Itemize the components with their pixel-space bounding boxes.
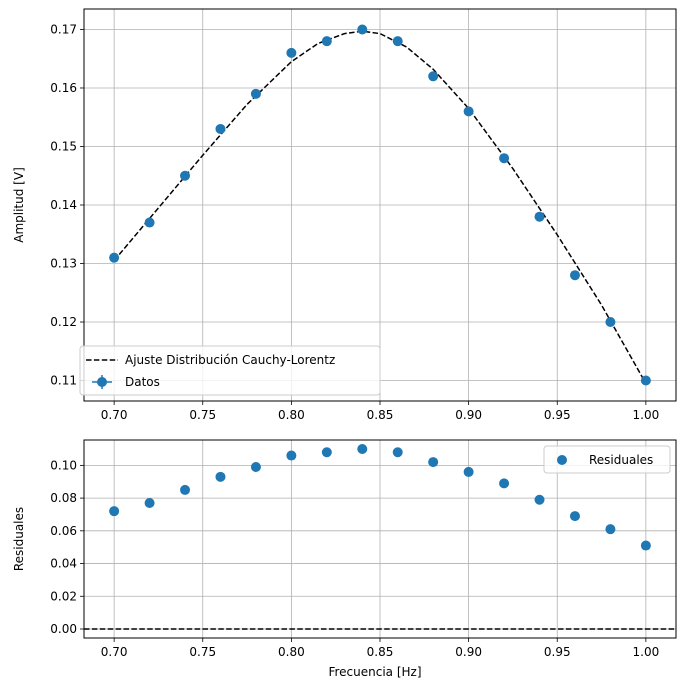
amplitude-x-ticks: 0.70 0.75 0.80 0.85 0.90 0.95 1.00 <box>101 401 659 422</box>
data-point <box>499 153 510 164</box>
residuals-y-ticks: 0.00 0.02 0.04 0.06 0.08 0.10 <box>50 458 84 636</box>
legend-fit-label: Ajuste Distribución Cauchy-Lorentz <box>125 353 335 367</box>
legend-residuals-marker <box>557 455 567 465</box>
residual-point <box>180 484 191 495</box>
residual-point <box>640 540 651 551</box>
residual-point <box>569 511 580 522</box>
amplitude-panel: 0.70 0.75 0.80 0.85 0.90 0.95 1.00 0.110.120.1… <box>12 8 677 422</box>
data-point <box>286 47 297 58</box>
residuals-panel: 0.70 0.75 0.80 0.85 0.90 0.95 1.00 0.000.020.0… <box>12 439 677 679</box>
y-tick-label: 0.10 <box>50 458 77 472</box>
x-tick-label: 0.90 <box>455 645 482 659</box>
x-tick-label: 0.80 <box>278 408 305 422</box>
data-point <box>180 170 191 181</box>
data-point <box>428 71 439 82</box>
x-tick-label: 0.70 <box>101 408 128 422</box>
residual-point <box>605 524 616 535</box>
data-point <box>605 317 616 328</box>
residual-point <box>392 447 403 458</box>
residual-points-layer <box>109 444 651 551</box>
x-tick-label: 0.95 <box>544 645 571 659</box>
amplitude-grid <box>84 9 676 401</box>
data-point <box>144 217 155 228</box>
x-tick-label: 0.85 <box>367 408 394 422</box>
residual-point <box>144 498 155 508</box>
y-tick-label: 0.02 <box>50 589 77 603</box>
y-tick-label: 0.15 <box>50 139 77 153</box>
residual-point <box>463 466 474 477</box>
legend-residuals-label: Residuales <box>589 453 653 467</box>
y-tick-label: 0.11 <box>50 374 77 388</box>
y-tick-label: 0.14 <box>50 198 77 212</box>
residual-point <box>215 471 226 482</box>
amplitude-legend: Ajuste Distribución Cauchy-Lorentz Datos <box>79 345 381 396</box>
y-tick-label: 0.04 <box>50 557 77 571</box>
residual-point <box>499 478 510 489</box>
y-tick-label: 0.12 <box>50 315 77 329</box>
x-tick-label: 0.75 <box>189 645 216 659</box>
residual-point <box>286 450 297 461</box>
data-point <box>109 252 120 263</box>
x-tick-label: 0.95 <box>544 408 571 422</box>
residual-point <box>321 447 332 458</box>
residual-point <box>534 494 545 505</box>
x-tick-label: 0.70 <box>101 645 128 659</box>
residual-point <box>109 506 120 517</box>
x-tick-label: 0.90 <box>455 408 482 422</box>
residuals-x-axis-label: Frecuencia [Hz] <box>328 665 421 679</box>
y-tick-label: 0.06 <box>50 524 77 538</box>
residual-point <box>250 462 261 472</box>
data-point <box>534 211 545 222</box>
residual-point <box>428 457 439 468</box>
data-point <box>640 375 651 386</box>
data-point <box>463 106 474 117</box>
residuals-legend: Residuales <box>543 445 671 474</box>
x-tick-label: 0.80 <box>278 645 305 659</box>
x-tick-label: 1.00 <box>633 645 660 659</box>
amplitude-legend-box <box>79 345 381 396</box>
y-tick-label: 0.08 <box>50 491 77 505</box>
residuals-x-ticks: 0.70 0.75 0.80 0.85 0.90 0.95 1.00 <box>101 638 659 659</box>
data-point <box>215 123 226 134</box>
legend-data-marker <box>97 377 107 387</box>
residuals-legend-box <box>543 445 671 474</box>
x-tick-label: 0.75 <box>189 408 216 422</box>
data-point <box>357 24 368 35</box>
amplitude-y-ticks: 0.11 0.12 0.13 0.14 0.15 0.16 0.17 <box>50 22 84 388</box>
y-tick-label: 0.16 <box>50 81 77 95</box>
residual-point <box>357 444 368 454</box>
legend-data-label: Datos <box>125 375 160 389</box>
data-points-layer <box>109 24 651 386</box>
data-point <box>569 270 580 281</box>
data-point <box>250 88 261 99</box>
x-tick-label: 1.00 <box>633 408 660 422</box>
x-tick-label: 0.85 <box>367 645 394 659</box>
amplitude-y-axis-label: Amplitud [V] <box>12 167 26 243</box>
y-tick-label: 0.13 <box>50 257 77 271</box>
y-tick-label: 0.00 <box>50 622 77 636</box>
residuals-y-axis-label: Residuales <box>12 507 26 571</box>
y-tick-label: 0.17 <box>50 22 77 36</box>
data-point <box>321 36 332 47</box>
data-point <box>392 36 403 47</box>
